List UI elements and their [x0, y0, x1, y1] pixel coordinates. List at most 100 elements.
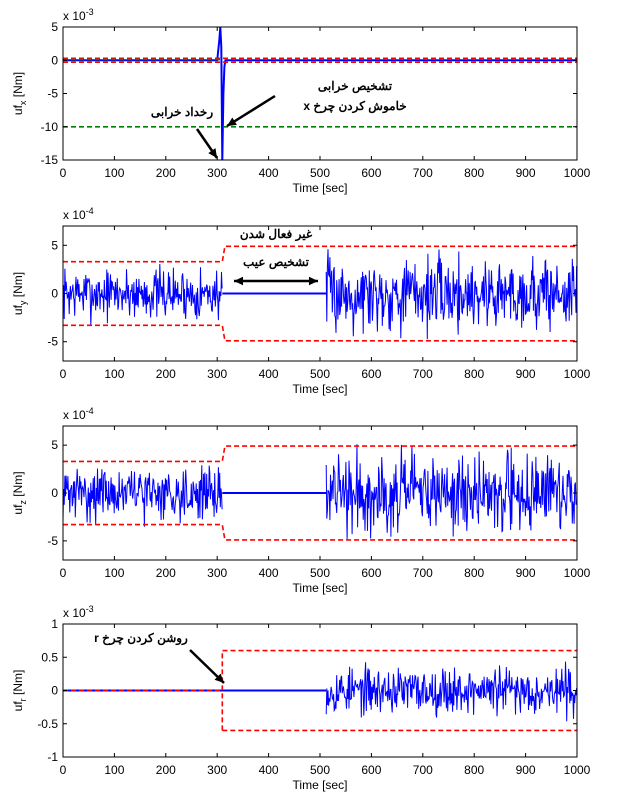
- annotation-text: غیر فعال شدن: [240, 227, 313, 242]
- x-tick-label: 300: [207, 367, 227, 381]
- exponent-label: x 10-4: [63, 206, 94, 222]
- x-tick-label: 800: [464, 166, 484, 180]
- x-tick-label: 900: [516, 367, 536, 381]
- x-tick-label: 200: [156, 367, 176, 381]
- y-label-unit: [Nm]: [11, 471, 25, 500]
- x-tick-label: 700: [413, 566, 433, 580]
- series-noise-line: [63, 465, 223, 527]
- signal-line: [63, 27, 577, 160]
- x-tick-label: 500: [310, 166, 330, 180]
- x-axis-label: Time [sec]: [293, 581, 348, 595]
- x-axis-label: Time [sec]: [293, 181, 348, 195]
- exponent-power: -3: [86, 604, 94, 614]
- annotation-text: تشخیص خرابی: [318, 79, 393, 94]
- x-tick-label: 900: [516, 166, 536, 180]
- series-noise-line: [63, 263, 223, 326]
- x-tick-label: 900: [516, 566, 536, 580]
- exponent-base: x 10: [63, 408, 86, 422]
- y-axis-label: ufy [Nm]: [11, 272, 28, 315]
- x-tick-label: 600: [361, 566, 381, 580]
- y-label-sub: y: [18, 300, 28, 305]
- y-tick-label: 0.5: [41, 650, 58, 664]
- x-tick-label: 200: [156, 166, 176, 180]
- y-label-sub: x: [18, 100, 28, 105]
- annotation-text: روشن کردن چرخ r: [94, 631, 188, 646]
- x-tick-label: 200: [156, 566, 176, 580]
- x-tick-label: 0: [60, 763, 67, 777]
- x-tick-label: 400: [259, 166, 279, 180]
- y-tick-label: -0.5: [37, 717, 58, 731]
- x-axis-label: Time [sec]: [293, 382, 348, 396]
- x-tick-label: 0: [60, 166, 67, 180]
- y-tick-label: 1: [51, 617, 58, 631]
- x-tick-label: 400: [259, 763, 279, 777]
- annotation-arrowhead: [234, 276, 243, 286]
- exponent-power: -4: [86, 406, 94, 416]
- y-tick-label: 0: [51, 684, 58, 698]
- x-tick-label: 400: [259, 367, 279, 381]
- annotation-arrowhead: [214, 673, 224, 683]
- x-tick-label: 1000: [564, 166, 591, 180]
- y-label-unit: [Nm]: [11, 670, 25, 699]
- y-tick-label: -15: [41, 153, 59, 167]
- x-tick-label: 300: [207, 763, 227, 777]
- annotation-arrowhead: [208, 148, 217, 158]
- x-tick-label: 1000: [564, 763, 591, 777]
- x-tick-label: 1000: [564, 566, 591, 580]
- y-tick-label: 5: [51, 438, 58, 452]
- x-tick-label: 600: [361, 763, 381, 777]
- x-tick-label: 700: [413, 367, 433, 381]
- y-tick-label: 0: [51, 486, 58, 500]
- x-tick-label: 100: [104, 367, 124, 381]
- y-tick-label: 5: [51, 238, 58, 252]
- plot-uf-x: 0 100 200 300 400 500 600 700 800 900 1000 5 0 -5 -10 -…: [11, 7, 591, 195]
- x-tick-label: 600: [361, 367, 381, 381]
- series-group: [63, 245, 577, 342]
- series-group: [63, 444, 577, 541]
- annotation-arrowhead: [309, 276, 318, 286]
- y-label-main: uf: [11, 504, 25, 515]
- x-tick-label: 1000: [564, 367, 591, 381]
- x-tick-label: 600: [361, 166, 381, 180]
- y-tick-label: -1: [47, 750, 58, 764]
- exponent-base: x 10: [63, 606, 86, 620]
- x-tick-label: 800: [464, 763, 484, 777]
- x-tick-label: 300: [207, 566, 227, 580]
- y-axis-label: ufz [Nm]: [11, 471, 28, 514]
- y-label-main: uf: [11, 304, 25, 315]
- exponent-power: -3: [86, 7, 94, 17]
- x-tick-label: 0: [60, 566, 67, 580]
- annotation-text: رخداد خرابی: [151, 105, 213, 120]
- x-tick-label: 800: [464, 367, 484, 381]
- y-tick-label: 0: [51, 287, 58, 301]
- x-tick-label: 800: [464, 566, 484, 580]
- x-tick-label: 500: [310, 566, 330, 580]
- x-tick-label: 500: [310, 763, 330, 777]
- x-tick-label: 100: [104, 763, 124, 777]
- x-tick-label: 500: [310, 367, 330, 381]
- y-label-main: uf: [11, 701, 25, 712]
- y-tick-label: -5: [47, 534, 58, 548]
- x-tick-label: 900: [516, 763, 536, 777]
- y-tick-label: -5: [47, 335, 58, 349]
- annotation-arrow: [226, 94, 276, 128]
- x-tick-label: 400: [259, 566, 279, 580]
- y-label-sub: z: [18, 500, 28, 505]
- y-tick-label: -5: [47, 87, 58, 101]
- y-tick-label: 5: [51, 20, 58, 34]
- series-group: [63, 649, 577, 732]
- x-tick-label: 100: [104, 566, 124, 580]
- x-tick-label: 700: [413, 763, 433, 777]
- y-tick-label: 0: [51, 53, 58, 67]
- exponent-base: x 10: [63, 9, 86, 23]
- annotation-arrowhead: [227, 117, 237, 126]
- annotation-text: خاموش کردن چرخ x: [303, 99, 406, 114]
- y-label-sub: r: [18, 698, 28, 701]
- x-tick-label: 300: [207, 166, 227, 180]
- series-noise-line: [325, 249, 577, 340]
- exponent-label: x 10-3: [63, 7, 94, 23]
- y-axis-label: ufr [Nm]: [11, 670, 28, 712]
- plot-uf-y: 0 100 200 300 400 500 600 700 800 900 1000 5 0 -5 x 10…: [11, 206, 591, 396]
- series-noise-line: [325, 444, 577, 540]
